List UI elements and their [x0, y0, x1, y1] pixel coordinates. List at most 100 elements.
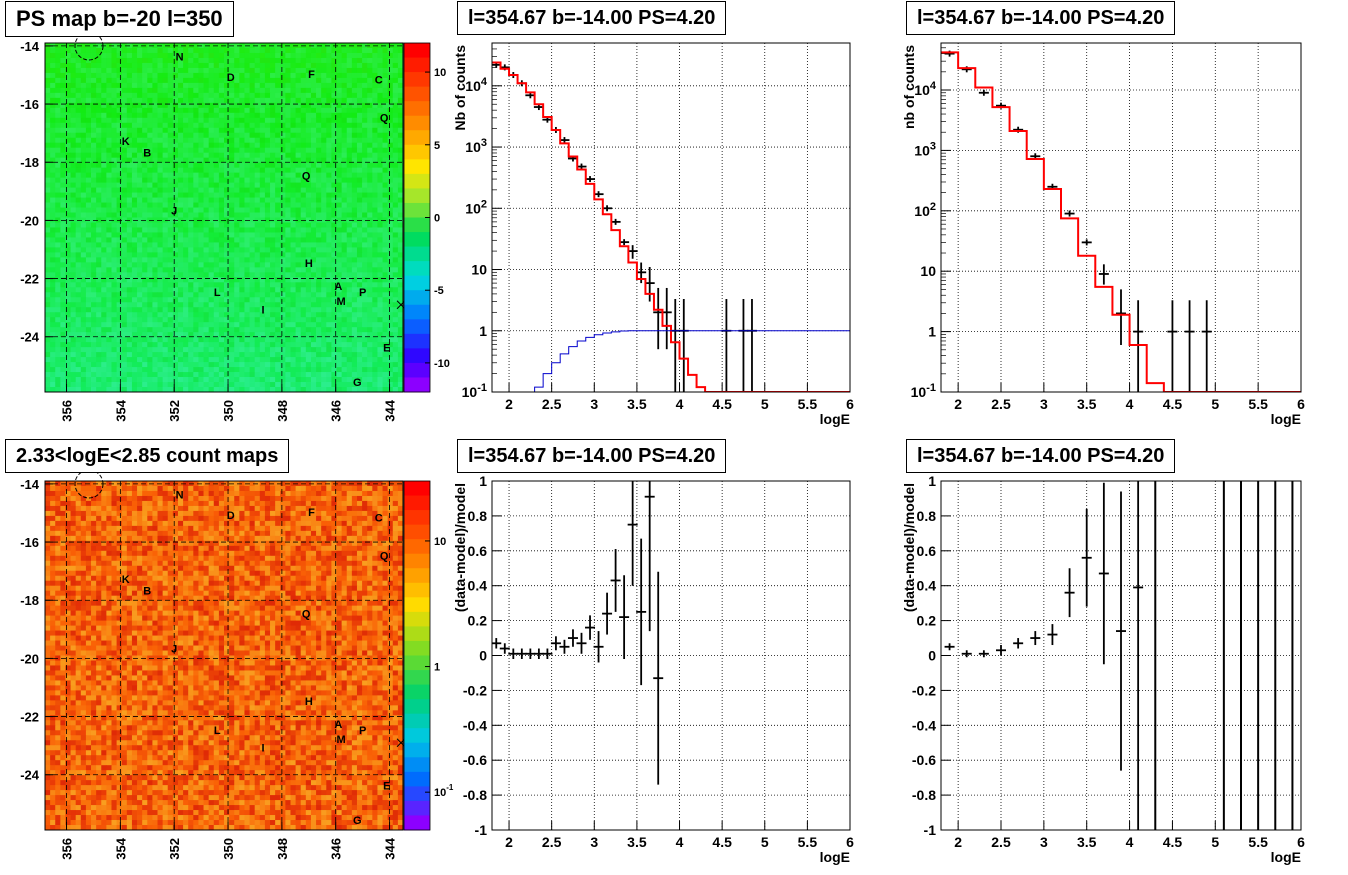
map-pixel — [91, 137, 97, 144]
map-pixel — [172, 382, 179, 388]
map-pixel — [55, 122, 61, 129]
map-pixel — [275, 252, 281, 258]
map-pixel — [188, 107, 194, 114]
map-pixel — [259, 127, 266, 134]
map-pixel — [346, 262, 353, 268]
map-pixel — [336, 352, 343, 358]
map-pixel — [162, 137, 169, 144]
map-pixel — [70, 317, 77, 323]
map-pixel — [239, 112, 245, 119]
map-pixel — [126, 282, 133, 288]
map-pixel — [382, 302, 389, 308]
map-pixel — [305, 272, 312, 278]
map-pixel — [321, 197, 327, 203]
map-pixel — [152, 162, 158, 169]
map-pixel — [234, 67, 240, 74]
map-pixel — [290, 372, 296, 378]
map-pixel — [264, 57, 271, 64]
map-pixel — [377, 317, 383, 323]
map-pixel — [188, 317, 194, 323]
map-pixel — [362, 182, 368, 188]
map-pixel — [321, 307, 327, 313]
map-pixel — [270, 97, 276, 104]
map-pixel — [91, 337, 97, 343]
map-pixel — [50, 352, 56, 358]
map-pixel — [126, 272, 133, 278]
map-pixel — [229, 257, 235, 263]
map-pixel — [341, 62, 348, 69]
map-pixel — [203, 342, 210, 348]
map-pixel — [80, 257, 87, 263]
map-pixel — [270, 257, 276, 263]
map-pixel — [290, 152, 296, 159]
map-pixel — [244, 342, 250, 348]
map-pixel — [96, 87, 102, 94]
map-pixel — [172, 122, 179, 129]
map-pixel — [208, 257, 215, 263]
map-pixel — [85, 242, 92, 248]
map-pixel — [270, 312, 276, 318]
map-pixel — [362, 362, 368, 368]
map-pixel — [126, 347, 133, 353]
map-pixel — [321, 367, 327, 373]
map-pixel — [367, 142, 373, 149]
map-pixel — [270, 127, 276, 134]
map-pixel — [75, 247, 82, 253]
map-pixel — [382, 202, 389, 208]
map-pixel — [249, 302, 256, 308]
map-pixel — [351, 117, 358, 124]
map-pixel — [162, 172, 169, 179]
map-pixel — [351, 332, 358, 338]
map-pixel — [177, 292, 184, 298]
map-pixel — [397, 97, 404, 104]
map-pixel — [157, 387, 164, 393]
map-pixel — [121, 362, 128, 368]
map-pixel — [142, 212, 148, 218]
map-pixel — [341, 317, 348, 323]
map-pixel — [85, 272, 92, 278]
map-pixel — [167, 372, 174, 378]
map-pixel — [351, 232, 358, 238]
map-pixel — [259, 227, 266, 233]
map-pixel — [121, 67, 128, 74]
map-pixel — [121, 107, 128, 114]
map-pixel — [234, 92, 240, 99]
map-pixel — [239, 77, 245, 84]
map-pixel — [331, 117, 337, 124]
map-pixel — [295, 177, 302, 183]
map-pixel — [382, 157, 389, 164]
map-pixel — [259, 87, 266, 94]
map-pixel — [239, 367, 245, 373]
map-pixel — [310, 47, 317, 54]
map-pixel — [157, 157, 164, 164]
map-pixel — [316, 82, 322, 89]
map-pixel — [126, 362, 133, 368]
map-pixel — [275, 382, 281, 388]
map-pixel — [203, 177, 210, 183]
map-pixel — [244, 337, 250, 343]
map-pixel — [126, 387, 133, 393]
map-pixel — [259, 182, 266, 188]
map-pixel — [75, 377, 82, 383]
map-pixel — [183, 342, 189, 348]
map-pixel — [397, 122, 404, 129]
map-pixel — [316, 347, 322, 353]
map-pixel — [152, 347, 158, 353]
map-pixel — [321, 152, 327, 159]
source-label: M — [337, 296, 346, 308]
map-pixel — [305, 337, 312, 343]
map-pixel — [213, 82, 220, 89]
map-pixel — [316, 212, 322, 218]
map-pixel — [234, 312, 240, 318]
map-pixel — [356, 337, 363, 343]
map-pixel — [362, 337, 368, 343]
map-pixel — [152, 217, 158, 223]
map-pixel — [177, 232, 184, 238]
map-pixel — [55, 312, 61, 318]
map-pixel — [229, 252, 235, 258]
map-pixel — [356, 342, 363, 348]
map-pixel — [372, 352, 378, 358]
map-pixel — [270, 367, 276, 373]
map-pixel — [264, 242, 271, 248]
map-pixel — [55, 137, 61, 144]
